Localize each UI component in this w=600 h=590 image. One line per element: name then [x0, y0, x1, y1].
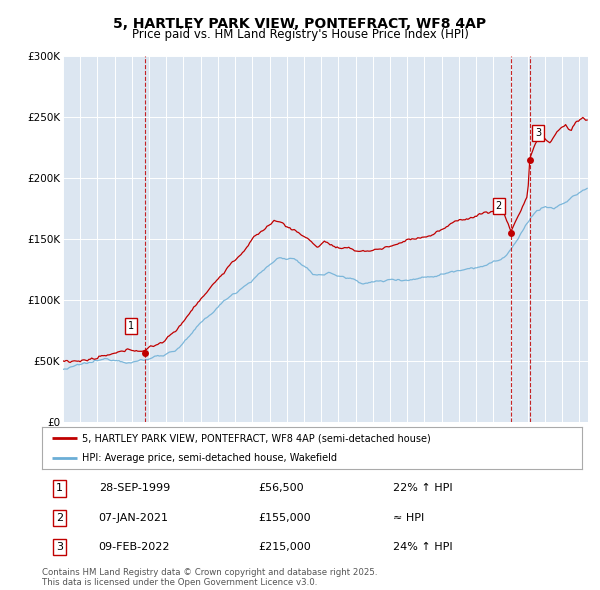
Text: £155,000: £155,000 [258, 513, 311, 523]
Text: HPI: Average price, semi-detached house, Wakefield: HPI: Average price, semi-detached house,… [83, 453, 337, 463]
Text: Contains HM Land Registry data © Crown copyright and database right 2025.
This d: Contains HM Land Registry data © Crown c… [42, 568, 377, 587]
Text: 07-JAN-2021: 07-JAN-2021 [98, 513, 169, 523]
Text: 09-FEB-2022: 09-FEB-2022 [98, 542, 170, 552]
Text: 28-SEP-1999: 28-SEP-1999 [98, 483, 170, 493]
Text: £215,000: £215,000 [258, 542, 311, 552]
Text: 2: 2 [496, 201, 502, 211]
Text: 1: 1 [128, 321, 134, 331]
Text: ≈ HPI: ≈ HPI [393, 513, 424, 523]
Text: 5, HARTLEY PARK VIEW, PONTEFRACT, WF8 4AP: 5, HARTLEY PARK VIEW, PONTEFRACT, WF8 4A… [113, 17, 487, 31]
Text: Price paid vs. HM Land Registry's House Price Index (HPI): Price paid vs. HM Land Registry's House … [131, 28, 469, 41]
Text: 24% ↑ HPI: 24% ↑ HPI [393, 542, 452, 552]
Text: £56,500: £56,500 [258, 483, 304, 493]
Text: 5, HARTLEY PARK VIEW, PONTEFRACT, WF8 4AP (semi-detached house): 5, HARTLEY PARK VIEW, PONTEFRACT, WF8 4A… [83, 433, 431, 443]
Text: 3: 3 [535, 128, 541, 138]
Text: 22% ↑ HPI: 22% ↑ HPI [393, 483, 452, 493]
Text: 3: 3 [56, 542, 64, 552]
Text: 1: 1 [56, 483, 64, 493]
Text: 2: 2 [56, 513, 64, 523]
